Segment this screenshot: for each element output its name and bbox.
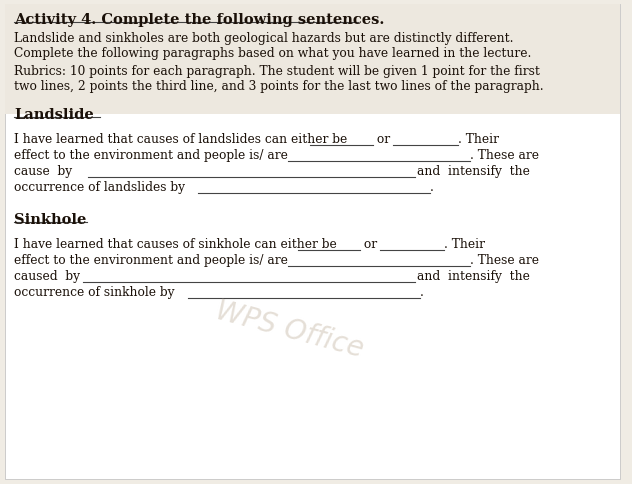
Text: effect to the environment and people is/ are: effect to the environment and people is/… [14, 254, 292, 267]
Text: .: . [420, 286, 424, 298]
Text: I have learned that causes of landslides can either be: I have learned that causes of landslides… [14, 133, 351, 146]
Text: WPS Office: WPS Office [213, 296, 367, 363]
Text: cause  by: cause by [14, 165, 76, 178]
Text: . These are: . These are [470, 149, 539, 162]
FancyBboxPatch shape [5, 5, 620, 115]
Text: .: . [430, 181, 434, 194]
Text: Landslide: Landslide [14, 108, 94, 122]
Text: occurrence of landslides by: occurrence of landslides by [14, 181, 189, 194]
Text: Activity 4. Complete the following sentences.: Activity 4. Complete the following sente… [14, 13, 384, 27]
Text: I have learned that causes of sinkhole can either be: I have learned that causes of sinkhole c… [14, 238, 341, 251]
Text: Landslide and sinkholes are both geological hazards but are distinctly different: Landslide and sinkholes are both geologi… [14, 32, 513, 45]
FancyBboxPatch shape [5, 5, 620, 479]
Text: effect to the environment and people is/ are: effect to the environment and people is/… [14, 149, 292, 162]
Text: and  intensify  the: and intensify the [417, 270, 530, 283]
Text: Rubrics: 10 points for each paragraph. The student will be given 1 point for the: Rubrics: 10 points for each paragraph. T… [14, 65, 540, 78]
Text: or: or [373, 133, 394, 146]
Text: two lines, 2 points the third line, and 3 points for the last two lines of the p: two lines, 2 points the third line, and … [14, 80, 544, 93]
Text: or: or [360, 238, 381, 251]
Text: occurrence of sinkhole by: occurrence of sinkhole by [14, 286, 178, 298]
Text: Sinkhole: Sinkhole [14, 212, 87, 227]
Text: . These are: . These are [470, 254, 539, 267]
Text: and  intensify  the: and intensify the [417, 165, 530, 178]
Text: caused  by: caused by [14, 270, 84, 283]
Text: . Their: . Their [444, 238, 485, 251]
Text: Complete the following paragraphs based on what you have learned in the lecture.: Complete the following paragraphs based … [14, 47, 532, 60]
Text: . Their: . Their [458, 133, 499, 146]
